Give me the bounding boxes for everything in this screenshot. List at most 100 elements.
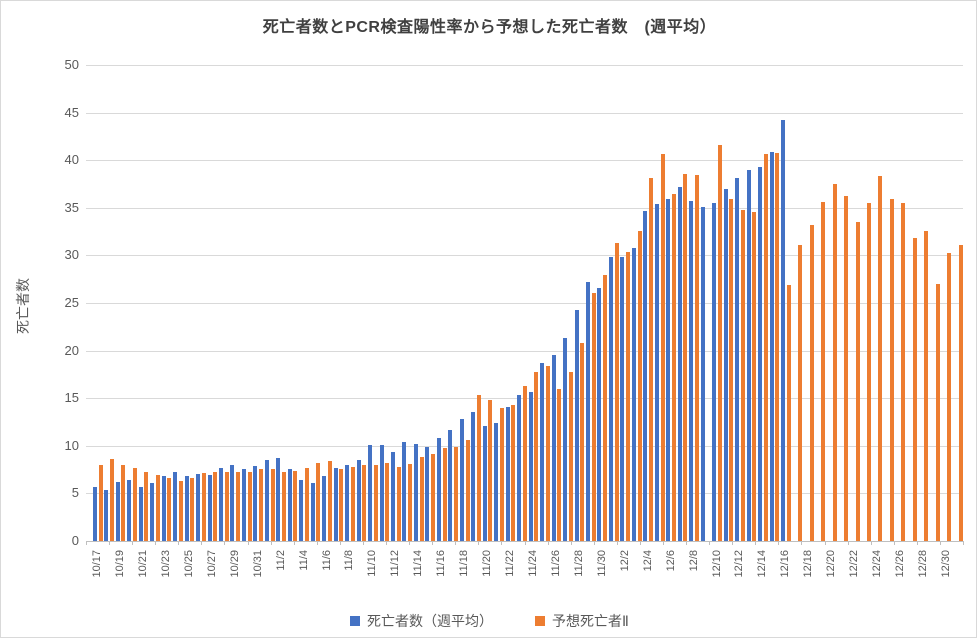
bar-predicted-11-7 xyxy=(339,468,344,541)
bar-predicted-12-11 xyxy=(729,199,734,541)
x-tick-mark xyxy=(939,541,941,545)
legend-label-predicted: 予想死亡者Ⅱ xyxy=(552,613,629,629)
bar-predicted-12-6 xyxy=(672,194,676,541)
bar-actual-11-21 xyxy=(494,422,499,541)
bar-predicted-11-13 xyxy=(408,463,413,541)
bar-actual-11-7 xyxy=(333,467,338,541)
x-tick-mark xyxy=(155,541,157,545)
bar-actual-11-4 xyxy=(299,480,304,541)
bar-predicted-11-1 xyxy=(270,468,275,541)
bar-predicted-11-3 xyxy=(293,470,298,541)
bar-predicted-12-5 xyxy=(660,154,665,541)
bar-predicted-10-25 xyxy=(190,478,195,541)
bar-actual-11-23 xyxy=(517,395,522,541)
x-tick-mark xyxy=(963,541,964,545)
bar-predicted-12-7 xyxy=(683,174,688,541)
x-tick-mark xyxy=(339,541,341,545)
bar-predicted-11-19 xyxy=(477,395,481,541)
bar-predicted-11-27 xyxy=(568,371,573,541)
bar-actual-11-20 xyxy=(482,425,487,541)
bar-predicted-12-13 xyxy=(752,211,757,541)
gridline-25 xyxy=(86,303,963,304)
bar-predicted-11-24 xyxy=(534,371,539,541)
bar-predicted-12-14 xyxy=(763,153,768,541)
bar-predicted-12-26 xyxy=(901,203,906,541)
bar-actual-11-14 xyxy=(413,443,418,541)
x-tick-mark xyxy=(709,541,711,545)
bar-predicted-12-4 xyxy=(649,178,654,541)
bar-actual-12-11 xyxy=(723,188,728,541)
bar-actual-11-17 xyxy=(448,429,453,541)
bar-predicted-12-27 xyxy=(912,238,917,541)
x-tick-mark xyxy=(593,541,595,545)
bar-predicted-12-19 xyxy=(821,202,826,541)
bar-predicted-12-8 xyxy=(694,175,699,541)
gridline-45 xyxy=(86,112,963,114)
y-tick-label-40: 40 xyxy=(64,152,79,168)
bar-predicted-12-1 xyxy=(614,243,619,541)
bar-predicted-11-5 xyxy=(316,462,321,541)
gridline-20 xyxy=(86,350,963,352)
bar-predicted-11-30 xyxy=(603,275,608,541)
bar-predicted-12-22 xyxy=(855,222,860,541)
bar-predicted-11-25 xyxy=(545,365,550,541)
x-tick-mark xyxy=(501,541,503,545)
bar-predicted-12-15 xyxy=(775,152,780,541)
bar-predicted-12-18 xyxy=(809,224,814,541)
bar-predicted-12-10 xyxy=(717,144,722,541)
bar-predicted-11-22 xyxy=(511,404,516,541)
bar-actual-10-23 xyxy=(161,476,166,541)
bar-predicted-10-27 xyxy=(213,471,218,541)
bar-actual-12-12 xyxy=(735,178,740,541)
x-tick-mark xyxy=(547,541,549,545)
bar-actual-10-17 xyxy=(92,486,97,541)
bar-predicted-12-30 xyxy=(947,253,952,541)
bar-actual-10-29 xyxy=(230,464,235,541)
bar-predicted-11-15 xyxy=(431,454,436,541)
gridline-30 xyxy=(86,255,963,257)
bar-predicted-12-25 xyxy=(889,199,894,541)
bar-actual-12-16 xyxy=(781,120,785,541)
y-tick-label-20: 20 xyxy=(64,342,79,358)
x-tick-mark xyxy=(824,541,826,545)
bar-predicted-11-21 xyxy=(499,407,504,541)
bar-actual-12-2 xyxy=(620,257,625,541)
gridline-50 xyxy=(86,65,963,66)
bar-actual-12-7 xyxy=(677,186,682,541)
bar-predicted-11-12 xyxy=(396,466,401,541)
bar-actual-11-2 xyxy=(276,458,281,541)
legend-swatch-blue-icon xyxy=(350,616,361,626)
bar-predicted-11-9 xyxy=(362,464,367,541)
bar-actual-11-29 xyxy=(586,282,590,541)
bar-actual-11-30 xyxy=(597,287,602,541)
bar-actual-11-3 xyxy=(287,468,292,541)
bar-actual-12-9 xyxy=(700,206,705,541)
bar-actual-11-5 xyxy=(310,482,315,541)
bar-actual-10-25 xyxy=(184,476,189,541)
bar-predicted-11-20 xyxy=(488,400,493,541)
bar-actual-12-6 xyxy=(666,199,671,541)
x-tick-mark xyxy=(86,541,87,545)
bar-actual-11-1 xyxy=(264,460,269,541)
bar-predicted-12-24 xyxy=(878,176,883,541)
bar-predicted-10-20 xyxy=(132,467,137,541)
bar-predicted-11-14 xyxy=(419,457,424,541)
bar-actual-10-30 xyxy=(241,468,246,541)
bar-predicted-10-30 xyxy=(247,471,252,541)
gridline-35 xyxy=(86,207,963,209)
bar-predicted-11-11 xyxy=(385,462,390,541)
legend-item-predicted: 予想死亡者Ⅱ xyxy=(535,611,629,631)
x-tick-mark xyxy=(778,541,780,545)
y-tick-label-50: 50 xyxy=(64,57,79,72)
x-tick-mark xyxy=(524,541,526,545)
bar-predicted-10-17 xyxy=(98,464,103,541)
bar-actual-10-24 xyxy=(173,472,178,541)
x-tick-mark xyxy=(132,541,134,545)
bar-actual-12-5 xyxy=(654,203,659,541)
bar-actual-12-13 xyxy=(746,169,751,541)
bar-actual-11-11 xyxy=(379,444,384,541)
x-tick-mark xyxy=(409,541,411,545)
x-tick-mark xyxy=(847,541,849,545)
bar-actual-11-24 xyxy=(528,391,533,541)
